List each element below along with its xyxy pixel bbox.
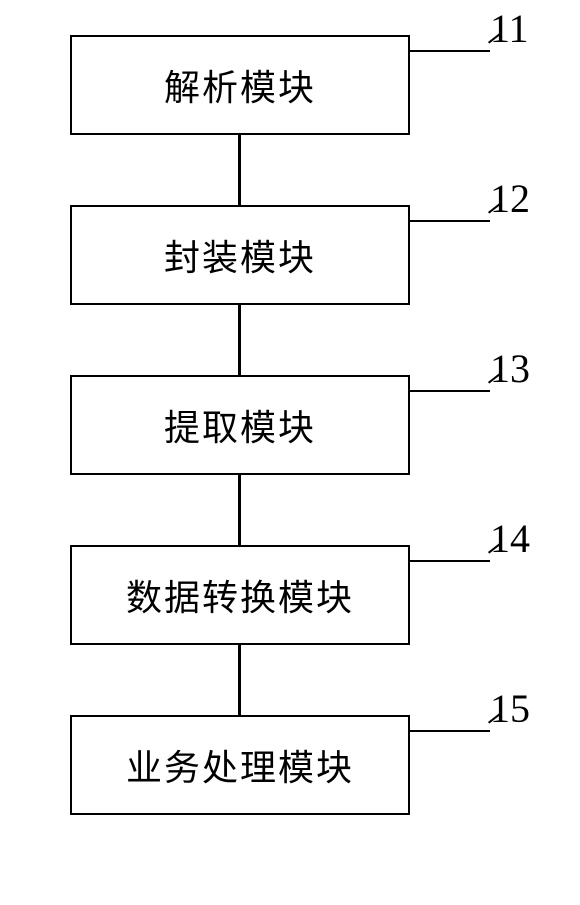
node-number: 14 xyxy=(490,515,530,562)
node-encapsulation-module: 封装模块 xyxy=(70,205,410,305)
node-business-processing-module: 业务处理模块 xyxy=(70,715,410,815)
node-label: 解析模块 xyxy=(164,59,316,111)
node-number: 13 xyxy=(490,345,530,392)
connector xyxy=(238,135,241,205)
node-label: 业务处理模块 xyxy=(126,739,354,791)
leader-line xyxy=(410,50,490,52)
node-label: 封装模块 xyxy=(164,229,316,281)
node-label: 提取模块 xyxy=(164,399,316,451)
leader-line xyxy=(410,560,490,562)
node-parse-module: 解析模块 xyxy=(70,35,410,135)
node-label: 数据转换模块 xyxy=(126,569,354,621)
flowchart-diagram: 解析模块 11 封装模块 12 提取模块 13 数据转换模块 14 业务处理模块… xyxy=(0,0,580,905)
connector xyxy=(238,305,241,375)
connector xyxy=(238,475,241,545)
leader-line xyxy=(410,390,490,392)
node-number: 11 xyxy=(490,5,529,52)
node-number: 12 xyxy=(490,175,530,222)
node-number: 15 xyxy=(490,685,530,732)
leader-line xyxy=(410,220,490,222)
connector xyxy=(238,645,241,715)
node-data-conversion-module: 数据转换模块 xyxy=(70,545,410,645)
node-extract-module: 提取模块 xyxy=(70,375,410,475)
leader-line xyxy=(410,730,490,732)
